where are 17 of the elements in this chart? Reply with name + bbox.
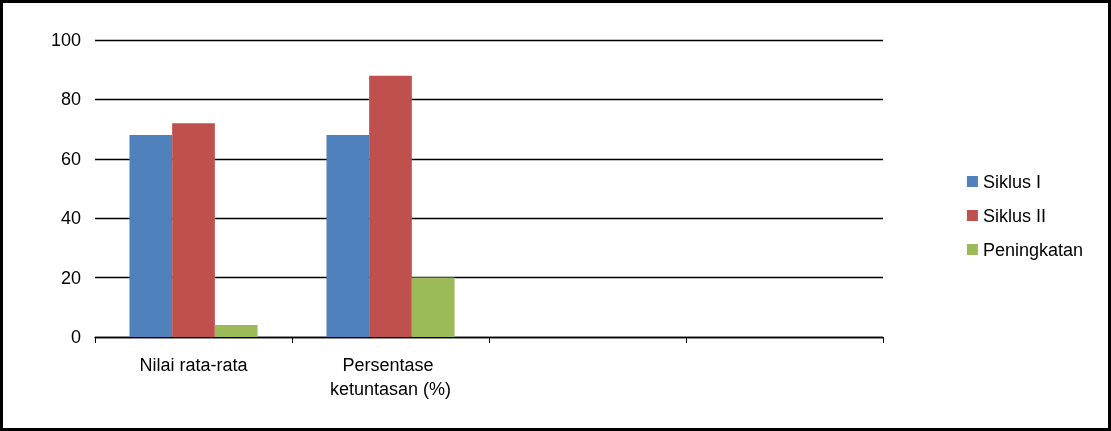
y-tick-label: 20 [60, 267, 81, 288]
y-tick-label: 80 [60, 89, 81, 110]
legend-label: Siklus I [982, 171, 1041, 192]
y-tick-label: 100 [50, 30, 81, 50]
x-tick-label: Nilai rata-rata [139, 355, 249, 375]
legend-label: Peningkatan [982, 239, 1084, 260]
bar [129, 135, 173, 337]
bar [172, 123, 215, 337]
bar [369, 75, 412, 337]
y-tick-label: 40 [60, 208, 81, 229]
bar [411, 277, 455, 337]
bar [326, 135, 370, 337]
legend-label: Siklus II [982, 205, 1046, 226]
x-tick-label: Persentase ketuntasan (%) [329, 355, 452, 399]
bar [214, 325, 258, 337]
y-tick-label: 60 [60, 148, 81, 169]
y-tick-label: 0 [70, 327, 81, 347]
